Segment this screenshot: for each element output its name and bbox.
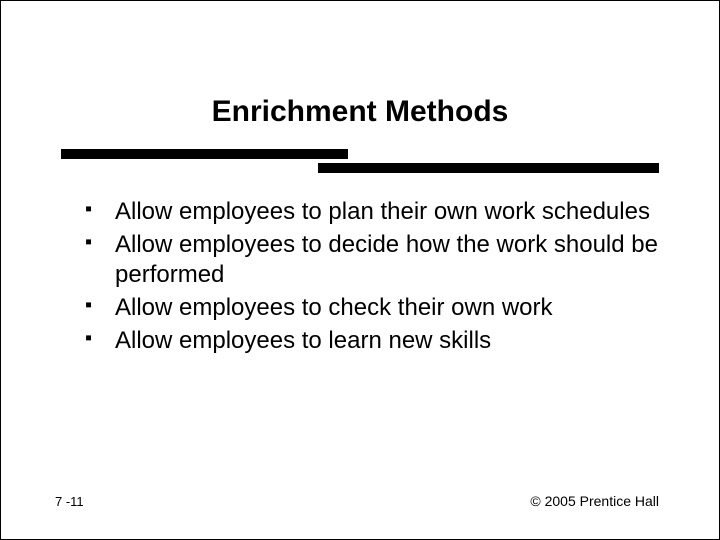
divider xyxy=(61,149,659,173)
copyright: © 2005 Prentice Hall xyxy=(530,493,659,509)
slide-title: Enrichment Methods xyxy=(1,95,719,129)
list-item: Allow employees to check their own work xyxy=(85,293,659,324)
divider-bar-left xyxy=(61,149,348,159)
bullet-list: Allow employees to plan their own work s… xyxy=(85,197,659,359)
list-item: Allow employees to decide how the work s… xyxy=(85,230,659,291)
divider-bar-right xyxy=(318,163,659,173)
bullet-ul: Allow employees to plan their own work s… xyxy=(85,197,659,357)
slide: Enrichment Methods Allow employees to pl… xyxy=(1,1,719,539)
list-item: Allow employees to learn new skills xyxy=(85,326,659,357)
page-number: 7 -11 xyxy=(55,494,84,509)
list-item: Allow employees to plan their own work s… xyxy=(85,197,659,228)
